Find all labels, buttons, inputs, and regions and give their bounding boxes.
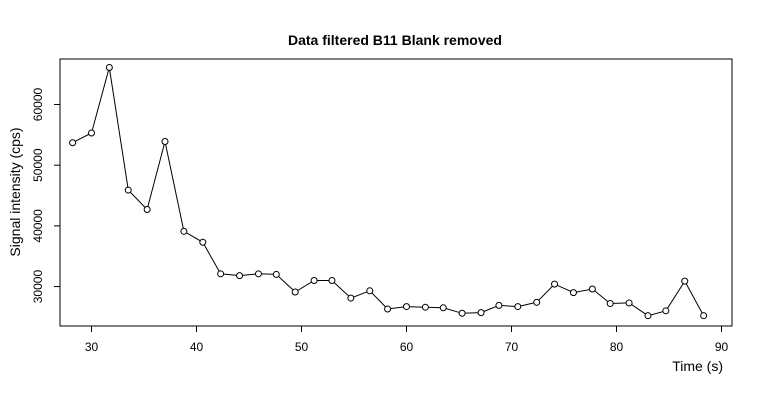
data-point [328,276,336,284]
data-point [606,300,614,308]
data-point [161,138,169,146]
data-point [569,289,577,297]
plot-frame [59,58,733,327]
data-point [217,270,225,278]
x-tick-label: 70 [505,340,519,354]
data-point [254,270,262,278]
data-point [662,307,670,315]
data-point [272,270,280,278]
data-point [439,304,447,312]
y-tick-label: 30000 [31,270,45,304]
y-axis-label: Signal intensity (cps) [7,127,23,256]
series-line [72,67,705,317]
data-point [421,303,429,311]
data-point [69,139,77,147]
data-point [514,303,522,311]
y-tick-label: 40000 [31,209,45,243]
data-point [291,288,299,296]
data-point [143,205,151,213]
data-point [403,303,410,311]
x-tick-label: 40 [190,340,204,354]
x-tick-label: 50 [295,340,309,354]
chart-title: Data filtered B11 Blank removed [288,32,502,48]
data-points [69,63,708,320]
x-tick-label: 90 [715,340,729,354]
data-point [477,309,485,317]
data-point [105,63,113,71]
x-axis-label: Time (s) [672,358,723,374]
data-point [533,298,541,306]
data-point [588,285,596,293]
data-point [180,227,188,235]
data-point [366,287,374,295]
y-tick-label: 50000 [31,148,45,182]
data-point [644,312,652,320]
data-point [458,309,466,317]
data-point [236,272,244,280]
data-point [124,186,132,194]
data-point [625,299,633,307]
data-point [384,305,392,313]
data-point [700,312,708,320]
data-point [551,280,559,288]
y-tick-label: 60000 [31,88,45,122]
x-tick-label: 30 [85,340,99,354]
x-axis: 30 40 50 60 70 80 90 [85,326,729,354]
y-axis: 30000 40000 50000 60000 [31,88,60,304]
data-point [347,294,355,302]
data-point [495,301,503,309]
data-point [681,277,689,285]
x-tick-label: 80 [610,340,624,354]
data-point [310,276,318,284]
data-point [199,238,207,246]
x-tick-label: 60 [400,340,414,354]
data-point [88,129,95,137]
